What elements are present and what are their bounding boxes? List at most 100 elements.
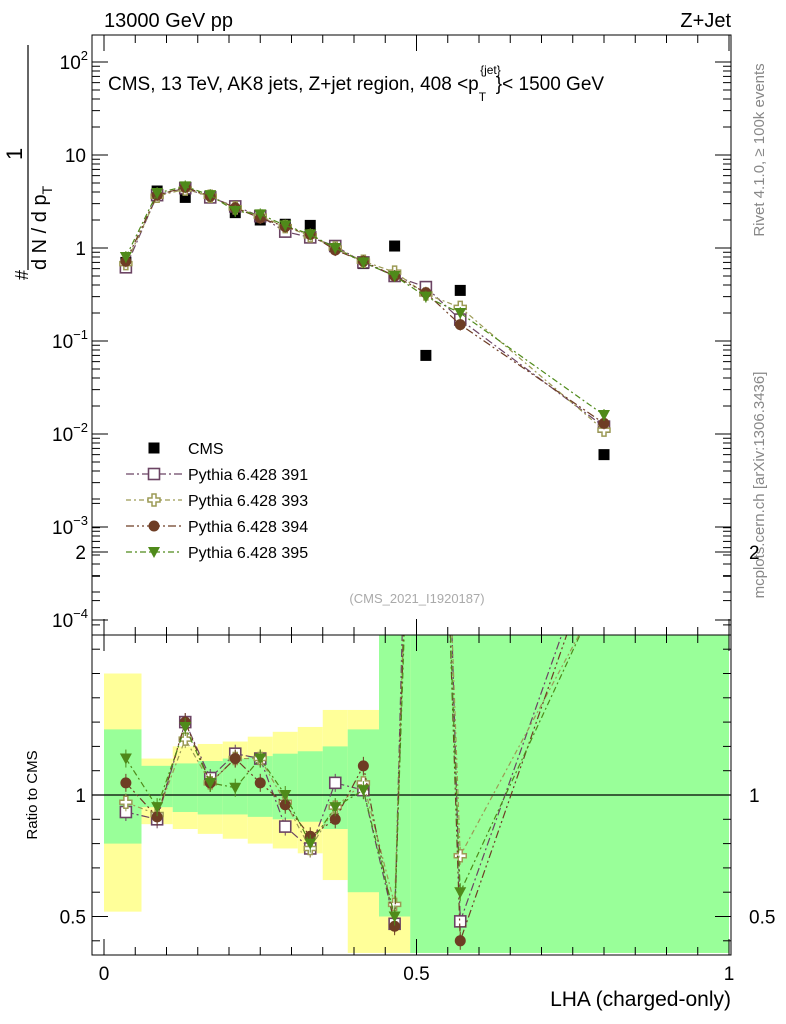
ratio-data-point <box>120 777 132 789</box>
ratio-data-point <box>454 887 467 899</box>
svg-text:d N / d pT: d N / d pT <box>29 185 55 270</box>
main-y-axis-label: d N / d pT 1 # <box>2 45 55 280</box>
main-data-point <box>119 252 132 264</box>
ratio-xtick-label: 0.5 <box>403 964 429 985</box>
band-green <box>297 751 323 822</box>
main-series-0 <box>120 185 610 461</box>
ratio-data-point <box>599 522 610 533</box>
ratio-data-point <box>229 753 241 765</box>
main-title-tail: }< 1500 GeV <box>496 74 605 95</box>
ratio-data-point <box>357 785 370 797</box>
legend: CMS Pythia 6.428 391 Pythia 6.428 393 Pythi… <box>126 441 308 562</box>
ratio-series-3 <box>119 579 610 926</box>
legend-label: Pythia 6.428 394 <box>188 519 308 536</box>
ratio-ytick-label-right: 1 <box>749 786 760 807</box>
legend-marker <box>147 467 161 481</box>
main-data-point <box>454 319 466 331</box>
ratio-data-point <box>389 920 401 932</box>
band-green <box>379 635 411 917</box>
ratio-data-point <box>278 820 292 833</box>
ratio-data-point <box>279 799 291 811</box>
main-data-point <box>304 219 316 231</box>
ratio-data-point <box>279 790 292 801</box>
band-green <box>479 635 729 953</box>
main-series-4 <box>119 180 610 422</box>
ratio-ytick-label-right: 0.5 <box>749 908 775 929</box>
band-green <box>172 763 198 813</box>
ratio-data-point <box>454 935 466 947</box>
main-data-point <box>420 349 432 361</box>
main-data-point <box>598 449 610 461</box>
svg-text:#: # <box>12 270 32 280</box>
ratio-data-point <box>254 777 266 789</box>
legend-label: Pythia 6.428 395 <box>188 545 308 562</box>
ratio-data-point <box>304 838 317 850</box>
ratio-ytick-label: 0.5 <box>60 908 86 929</box>
main-ytick-label: 10 <box>65 146 86 167</box>
ratio-data-point <box>599 510 610 521</box>
ratio-data-point <box>388 911 401 923</box>
main-ytick-label: 1 <box>75 239 86 260</box>
ratio-y-label: Ratio to CMS <box>24 750 41 839</box>
main-data-point <box>598 417 610 429</box>
ratio-data-point <box>387 897 402 912</box>
main-data-point <box>304 229 317 241</box>
main-data-point <box>357 257 370 269</box>
ratio-data-point <box>357 760 369 772</box>
main-data-point <box>419 291 432 303</box>
main-series-line <box>125 188 605 431</box>
ratio-series-line <box>125 635 581 917</box>
rivet-label: Rivet 4.1.0, ≥ 100k events <box>751 63 768 236</box>
ratio-data-point <box>329 813 341 825</box>
svg-text:1: 1 <box>2 148 27 160</box>
legend-label: Pythia 6.428 391 <box>188 467 308 484</box>
ratio-xtick-label: 0 <box>99 964 110 985</box>
main-series-line <box>125 187 605 428</box>
ratio-data-point <box>178 732 192 746</box>
main-data-point <box>151 188 164 200</box>
ratio-data-point <box>229 782 242 794</box>
main-title: CMS, 13 TeV, AK8 jets, Z+jet region, 408… <box>108 63 604 104</box>
main-data-point <box>454 308 467 320</box>
legend-marker <box>148 442 160 454</box>
main-series-line <box>125 185 605 416</box>
main-data-point <box>454 284 466 296</box>
main-data-point <box>179 181 192 193</box>
main-panel: 10−4 10−3 10−2 10−1 1 10 102 <box>52 34 732 636</box>
main-series-3 <box>120 181 610 430</box>
band-green <box>347 729 379 893</box>
legend-marker <box>148 547 160 558</box>
main-data-point <box>279 220 292 232</box>
ratio-data-point <box>598 582 610 594</box>
main-title-text: CMS, 13 TeV, AK8 jets, Z+jet region, 408… <box>108 74 479 95</box>
legend-marker <box>147 493 161 507</box>
ratio-data-point <box>254 753 267 765</box>
main-ytick-label: 10−2 <box>52 420 88 446</box>
ratio-ytick-label: 1 <box>75 786 86 807</box>
main-data-point <box>179 191 191 203</box>
legend-marker <box>148 520 160 532</box>
main-series-1 <box>119 181 611 433</box>
header-process: Z+Jet <box>680 10 731 32</box>
ratio-series-group <box>119 510 610 950</box>
ratio-series-line <box>125 635 563 924</box>
main-ytick-label: 10−3 <box>52 513 88 539</box>
main-data-point <box>229 205 242 217</box>
ratio-ytick-label: 2 <box>75 543 86 564</box>
ratio-data-point <box>598 579 610 590</box>
ratio-ytick-label-right: 2 <box>749 543 760 564</box>
ratio-data-point <box>329 802 342 814</box>
main-series-line <box>125 186 605 424</box>
main-title-sup: {jet} <box>480 63 501 77</box>
ratio-data-point <box>119 795 133 810</box>
main-title-sub: T <box>479 90 487 104</box>
main-data-point <box>388 270 401 282</box>
ratio-data-point <box>151 802 164 814</box>
legend-label: Pythia 6.428 393 <box>188 493 308 510</box>
ratio-data-point <box>119 753 132 765</box>
ratio-data-point <box>453 849 467 863</box>
ratio-data-point <box>179 721 192 733</box>
ratio-data-point <box>328 776 342 790</box>
header-energy: 13000 GeV pp <box>104 10 233 32</box>
